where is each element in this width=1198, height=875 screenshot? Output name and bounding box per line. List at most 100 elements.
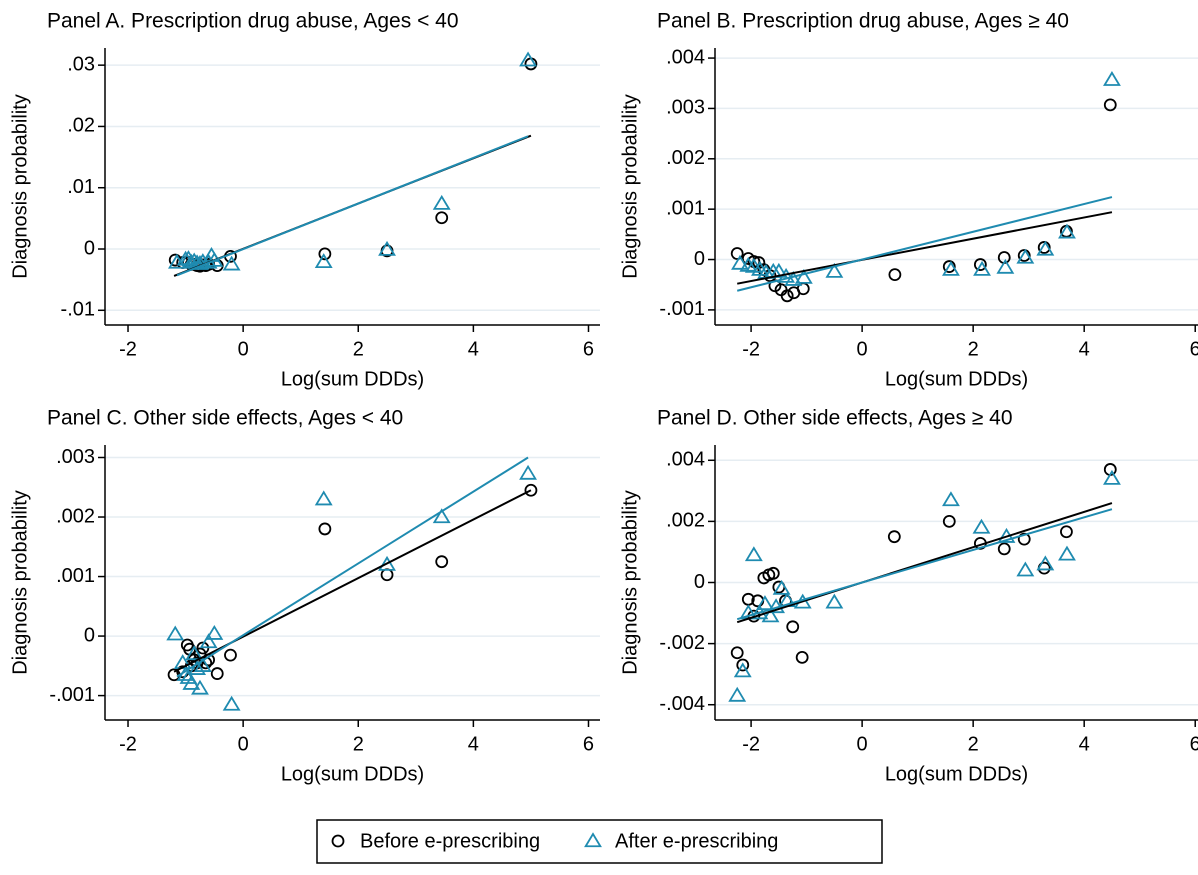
triangle-marker [1103,70,1121,86]
triangle-marker [166,625,185,641]
x-tick-label: 2 [353,733,364,755]
triangle-marker [205,624,224,640]
y-tick-label: -.01 [61,299,95,321]
triangle-marker [1016,248,1035,264]
x-tick-label: 6 [583,733,594,755]
x-tick-label: 0 [857,733,868,755]
triangle-marker [769,262,788,278]
circle-marker [1060,525,1073,539]
y-tick-label: .002 [56,505,95,527]
triangle-marker [222,255,241,271]
y-axis-label: Diagnosis probability [9,490,31,675]
circle-marker [1037,241,1051,254]
circle-marker [524,483,538,497]
triangle-marker [744,546,763,562]
fit-line [176,135,529,277]
y-tick-label: 0 [84,237,95,259]
triangle-marker [942,491,960,507]
y-tick-label: .03 [67,53,95,75]
triangle-marker [972,518,991,534]
circle-marker [224,648,237,662]
x-tick-label: 0 [857,338,868,360]
y-tick-label: .02 [67,115,95,137]
fit-line [176,456,529,678]
x-tick-label: 2 [353,338,364,360]
y-axis-label: Diagnosis probability [9,94,31,279]
triangle-marker [519,51,537,67]
triangle-marker [432,508,451,524]
y-tick-label: .002 [666,510,705,532]
triangle-marker [314,253,333,269]
triangle-marker [739,256,758,272]
circle-marker [730,646,744,660]
x-tick-label: -2 [742,733,760,755]
fit-line [736,502,1113,624]
circle-marker [736,658,750,672]
triangle-marker [182,674,201,690]
circle-marker [318,522,332,536]
legend-label: Before e-prescribing [360,830,540,852]
triangle-marker [1058,223,1076,239]
triangle-marker [199,633,218,649]
triangle-marker [191,679,209,695]
y-tick-label: -.001 [49,684,95,706]
y-tick-label: .004 [666,449,705,471]
circle-marker [887,530,901,544]
triangle-marker [942,260,960,276]
x-tick-label: 0 [238,338,249,360]
x-axis-label: Log(sum DDDs) [281,763,424,785]
triangle-marker [1036,555,1055,571]
triangle-marker [1103,469,1121,485]
triangle-marker [728,686,747,702]
y-tick-label: .01 [67,176,95,198]
x-tick-label: 4 [468,733,479,755]
triangle-marker [733,662,752,678]
triangle-marker [973,260,991,276]
triangle-marker [314,490,333,506]
circle-marker [795,650,809,664]
x-tick-label: -2 [119,733,137,755]
circle-marker [435,555,449,569]
circle-marker [997,542,1011,556]
y-tick-label: 0 [84,624,95,646]
x-tick-label: 4 [1079,733,1090,755]
x-axis-label: Log(sum DDDs) [885,368,1028,390]
fit-line [736,508,1113,621]
circle-marker [1017,249,1031,262]
triangle-marker [378,555,396,571]
circle-marker [730,247,744,260]
y-tick-label: 0 [694,248,705,270]
x-tick-label: 6 [1190,338,1198,360]
triangle-marker [794,268,813,284]
triangle-marker [1058,545,1076,561]
triangle-marker [825,262,844,278]
y-tick-label: .003 [666,97,705,119]
circle-marker [942,260,956,273]
triangle-marker [378,240,396,256]
circle-marker [973,258,987,271]
triangle-marker [756,595,774,611]
x-tick-label: -2 [742,338,760,360]
chart-title: Panel C. Other side effects, Ages < 40 [47,407,403,430]
legend-label: After e-prescribing [615,830,778,852]
x-axis-label: Log(sum DDDs) [885,763,1028,785]
circle-marker [435,211,449,225]
chart-title: Panel D. Other side effects, Ages ≥ 40 [657,407,1013,430]
triangle-marker [584,832,602,848]
y-tick-label: -.001 [659,298,705,320]
y-tick-label: .002 [666,147,705,169]
y-axis-label: Diagnosis probability [619,490,641,675]
triangle-marker [772,579,791,595]
triangle-marker [731,254,749,270]
y-tick-label: -.004 [659,693,705,715]
x-tick-label: -2 [119,338,137,360]
y-tick-label: .004 [666,46,705,68]
triangle-marker [222,695,241,711]
circle-marker [766,566,780,580]
triangle-marker [1036,240,1055,256]
triangle-marker [185,645,204,661]
x-tick-label: 2 [968,733,979,755]
y-tick-label: .001 [56,565,95,587]
chart-title: Panel B. Prescription drug abuse, Ages ≥… [657,10,1069,33]
